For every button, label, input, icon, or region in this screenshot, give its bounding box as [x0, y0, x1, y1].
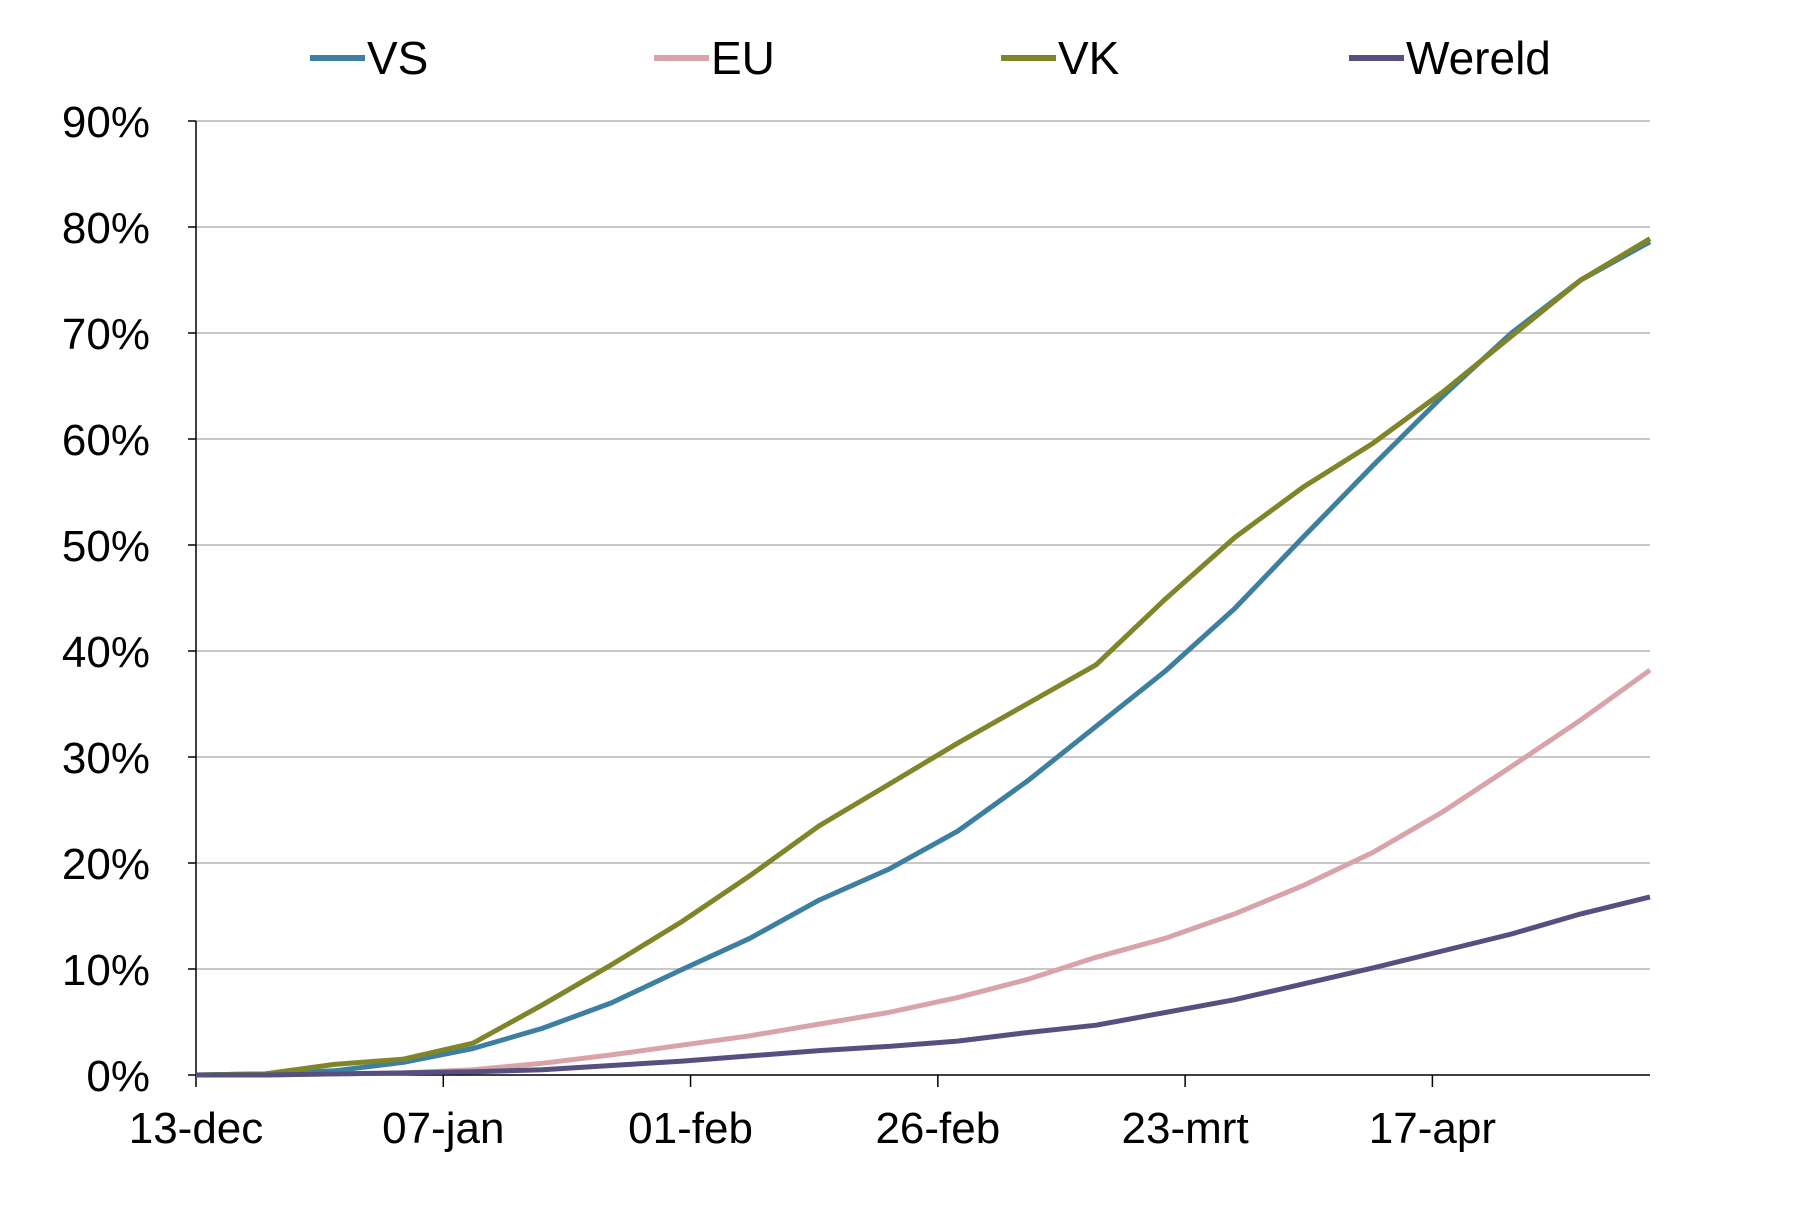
y-tick-label: 60%: [62, 416, 150, 465]
series-line-wereld: [196, 894, 1651, 1078]
legend-item-wereld: Wereld: [1349, 32, 1551, 84]
y-tick-label: 10%: [62, 946, 150, 995]
y-tick-label: 80%: [62, 204, 150, 253]
legend-label: VS: [367, 32, 428, 84]
legend-label: VK: [1058, 32, 1120, 84]
x-tick-label: 26-feb: [875, 1104, 1000, 1153]
x-tick-label: 13-dec: [129, 1104, 264, 1153]
series-line-vs: [195, 239, 1652, 1078]
x-tick-label: 01-feb: [628, 1104, 753, 1153]
legend-item-vk: VK: [1001, 32, 1120, 84]
y-tick-label: 50%: [62, 522, 150, 571]
y-tick-label: 90%: [62, 98, 150, 147]
x-tick-label: 17-apr: [1369, 1104, 1496, 1153]
y-tick-label: 70%: [62, 310, 150, 359]
x-tick-label: 07-jan: [382, 1104, 504, 1153]
legend-label: Wereld: [1406, 32, 1551, 84]
legend-item-vs: VS: [310, 32, 428, 84]
y-tick-label: 30%: [62, 734, 150, 783]
y-tick-label: 40%: [62, 628, 150, 677]
x-axis-tick-labels: 13-dec 07-jan 01-feb 26-feb 23-mrt 17-apr: [129, 1104, 1496, 1153]
series-lines: [195, 236, 1652, 1078]
gridlines: [196, 120, 1650, 970]
axes: [188, 120, 1650, 1087]
x-tick-label: 23-mrt: [1122, 1104, 1249, 1153]
legend-item-eu: EU: [654, 32, 775, 84]
series-line-eu: [196, 668, 1652, 1078]
series-line-vk: [195, 236, 1652, 1078]
legend-label: EU: [711, 32, 775, 84]
y-axis-tick-labels: 0% 10% 20% 30% 40% 50% 60% 70% 80% 90%: [62, 98, 150, 1101]
y-tick-label: 20%: [62, 840, 150, 889]
legend: VS EU VK Wereld: [310, 32, 1551, 84]
y-tick-label: 0%: [86, 1052, 150, 1101]
